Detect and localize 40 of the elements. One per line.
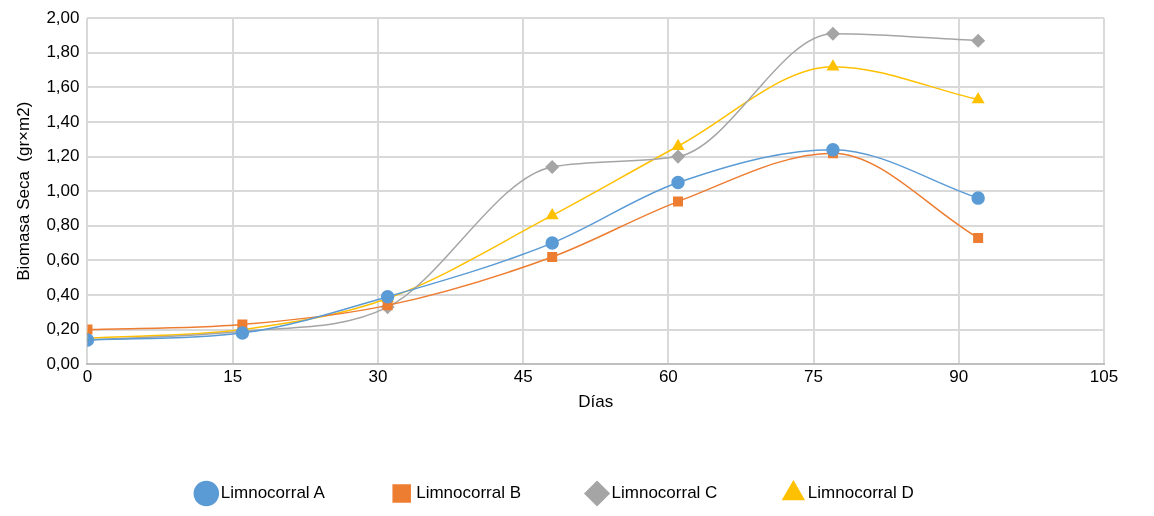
point [671, 175, 685, 190]
point [826, 59, 839, 71]
x-tick-label: 75 [804, 367, 824, 387]
point [672, 139, 684, 150]
point [971, 33, 985, 48]
point [971, 191, 985, 205]
y-tick-label: 0,60 [46, 250, 80, 270]
x-axis-title: Días [578, 392, 614, 412]
y-tick-label: 1,20 [46, 146, 80, 166]
point [826, 142, 840, 157]
point [671, 149, 685, 164]
legend-label: Limnocorral D [807, 483, 914, 503]
x-tick-label: 45 [513, 367, 533, 387]
point [545, 160, 559, 174]
point [826, 27, 840, 41]
legend-label: Limnocorral B [416, 483, 522, 503]
x-tick-label: 15 [223, 367, 243, 387]
y-tick-label: 1,80 [46, 42, 80, 62]
point [973, 232, 984, 243]
point [673, 196, 684, 207]
legend-label: Limnocorral A [220, 483, 326, 503]
y-axis-title: Biomasa Seca (gr×m2) [13, 101, 33, 281]
y-tick-label: 0,00 [46, 353, 80, 373]
y-tick-label: 1,40 [46, 111, 80, 131]
x-tick-label: 90 [949, 367, 969, 387]
y-tick-label: 0,40 [46, 284, 80, 304]
x-tick-label: 30 [368, 367, 388, 387]
x-tick-label: 0 [82, 367, 93, 387]
y-tick-label: 1,00 [46, 180, 80, 200]
y-tick-label: 0,20 [46, 319, 80, 339]
x-tick-label: 105 [1089, 367, 1119, 387]
y-tick-label: 2,00 [46, 7, 80, 27]
x-tick-label: 60 [658, 367, 678, 387]
point [972, 92, 985, 104]
point [547, 251, 558, 262]
point [546, 208, 559, 220]
y-tick-label: 1,60 [46, 77, 80, 97]
point [545, 236, 559, 250]
y-tick-label: 0,80 [46, 215, 80, 235]
legend-label: Limnocorral C [611, 483, 718, 503]
